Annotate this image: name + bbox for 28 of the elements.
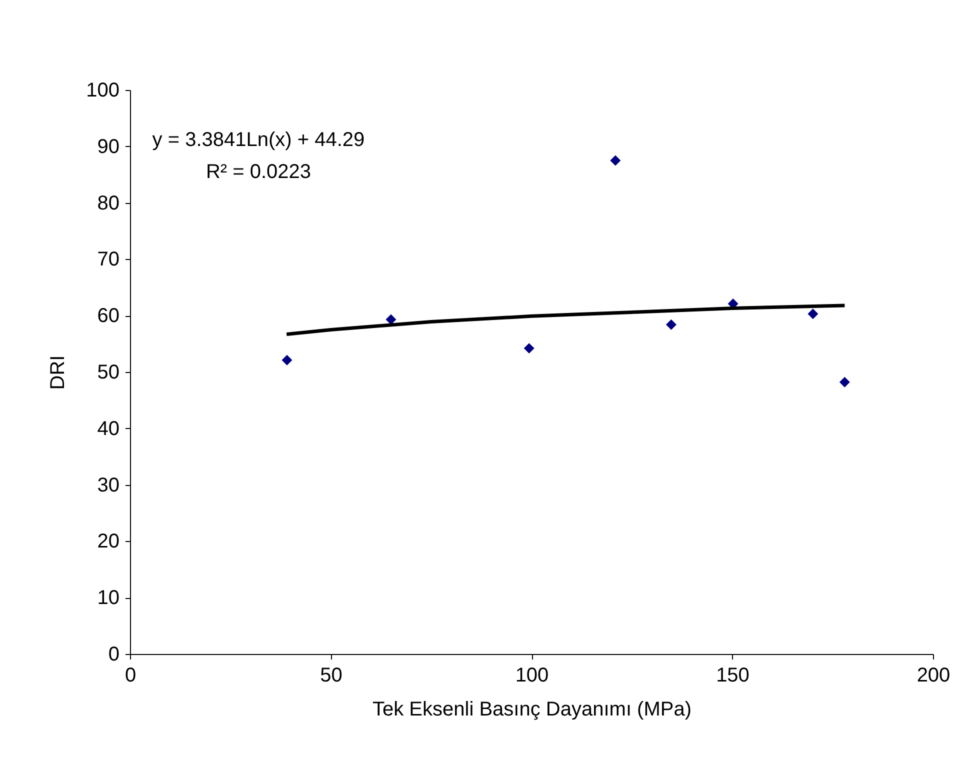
point [808, 308, 818, 320]
y-tick-label: 40 [97, 418, 120, 440]
y-tick-label: 0 [108, 644, 120, 666]
y-tick-label: 20 [97, 530, 120, 553]
y-tick-label: 100 [86, 80, 120, 102]
y-tick-label: 60 [97, 305, 120, 328]
y-tick-label: 70 [97, 248, 120, 271]
annotation: y = 3.3841Ln(x) + 44.29 [152, 129, 365, 151]
x-tick-label: 100 [515, 664, 549, 686]
point [524, 343, 534, 354]
x-tick-label: 0 [124, 664, 136, 686]
point [386, 314, 396, 325]
y-tick-label: 50 [97, 362, 120, 384]
point [282, 354, 292, 366]
y-tick-label: 30 [97, 474, 120, 496]
x-axis-title: Tek Eksenli Basınç Dayanımı (MPa) [372, 698, 692, 720]
annotation: R² = 0.0223 [206, 161, 312, 183]
y-tick-label: 90 [97, 136, 120, 158]
y-axis-title: DRI [47, 355, 70, 390]
line-series [284, 304, 846, 336]
point [610, 155, 621, 166]
x-tick-label: 150 [716, 664, 750, 686]
point [666, 319, 676, 330]
y-tick-label: 80 [97, 192, 120, 214]
y-tick-label: 10 [97, 587, 120, 610]
x-tick-label: 50 [320, 664, 342, 686]
x-tick-label: 200 [916, 664, 950, 686]
point [839, 376, 850, 388]
